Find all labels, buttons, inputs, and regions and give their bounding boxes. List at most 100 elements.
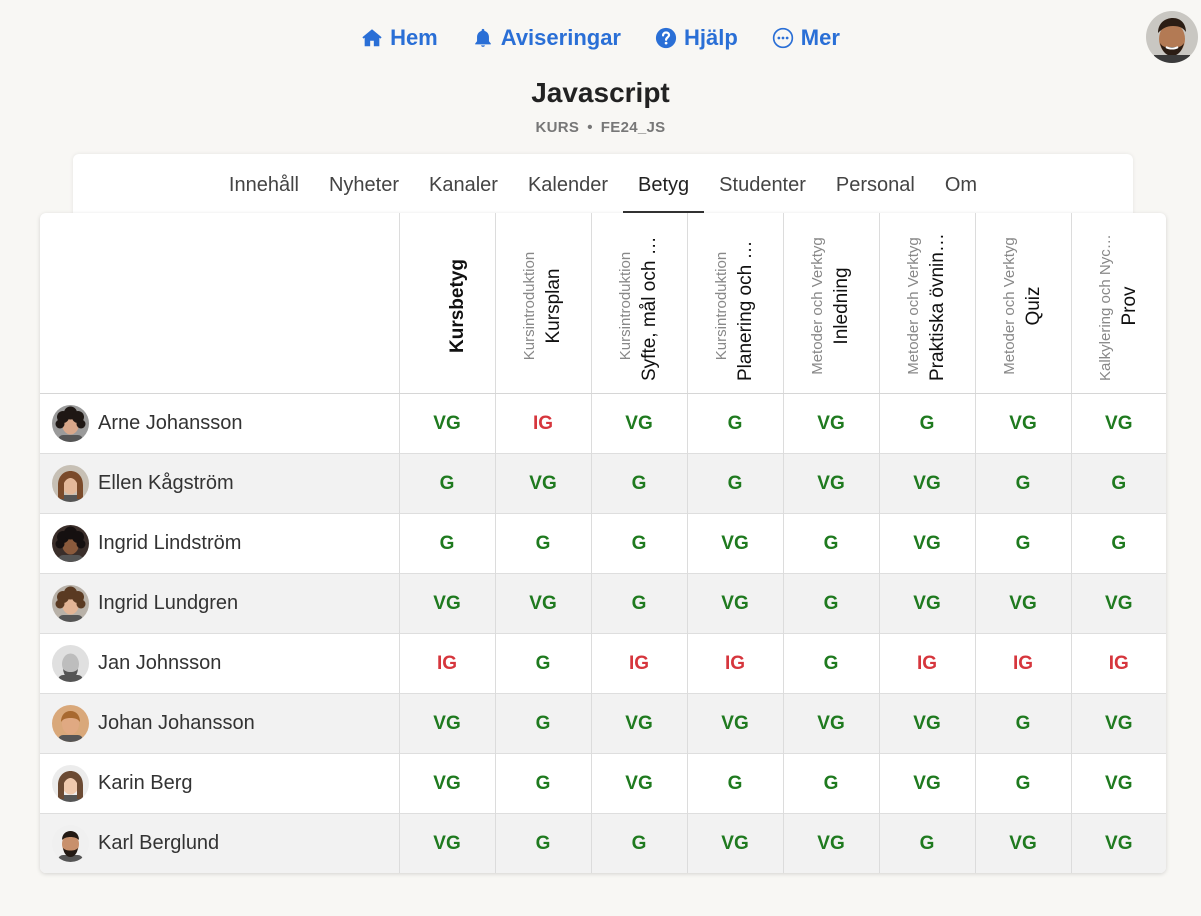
grade-cell[interactable]: VG [974,813,1071,873]
grade-cell[interactable]: G [974,453,1071,514]
column-header[interactable]: Metoder och Verktyg Inledning [782,213,879,394]
nav-more-link[interactable]: Mer [772,25,840,51]
grade-cell[interactable]: IG [686,633,783,694]
nav-help-link[interactable]: Hjälp [655,25,738,51]
nav-home-link[interactable]: Hem [361,25,438,51]
student-avatar [52,525,89,562]
student-link[interactable]: Ingrid Lundgren [40,585,399,622]
grade-cell[interactable]: G [494,753,591,814]
grade-cell[interactable]: VG [590,393,687,454]
grade-cell[interactable]: VG [686,573,783,634]
grade-cell[interactable]: G [590,813,687,873]
grade-cell[interactable]: VG [590,753,687,814]
grade-cell[interactable]: VG [782,813,879,873]
tab-kalender[interactable]: Kalender [527,173,609,196]
grade-cell[interactable]: G [782,513,879,574]
student-cell: Karin Berg [40,753,399,814]
student-link[interactable]: Arne Johansson [40,405,399,442]
column-category: Kursintroduktion [521,251,538,361]
student-link[interactable]: Karin Berg [40,765,399,802]
grade-cell[interactable]: G [974,693,1071,754]
nav-notifications-link[interactable]: Aviseringar [472,25,621,51]
grade-cell[interactable]: G [398,513,495,574]
grade-cell[interactable]: G [590,453,687,514]
grade-cell[interactable]: G [494,633,591,694]
column-header[interactable]: Kursintroduktion Kursplan [494,213,591,394]
grade-cell[interactable]: VG [782,453,879,514]
column-header[interactable]: Kursbetyg [398,213,495,394]
grade-cell[interactable]: VG [1070,573,1166,634]
grade-cell[interactable]: VG [494,453,591,514]
grade-cell[interactable]: VG [1070,753,1166,814]
grade-cell[interactable]: VG [686,513,783,574]
tab-personal[interactable]: Personal [835,173,915,196]
student-link[interactable]: Ellen Kågström [40,465,399,502]
grade-cell[interactable]: VG [398,753,495,814]
grade-cell[interactable]: G [782,573,879,634]
grade-cell[interactable]: VG [878,513,975,574]
student-link[interactable]: Jan Johnsson [40,645,399,682]
grade-cell[interactable]: G [590,573,687,634]
grade-cell[interactable]: G [494,513,591,574]
grade-cell[interactable]: G [686,753,783,814]
grade-cell[interactable]: VG [398,573,495,634]
grade-cell[interactable]: IG [590,633,687,694]
grade-cell[interactable]: VG [686,693,783,754]
grade-cell[interactable]: G [398,453,495,514]
grade-cell[interactable]: G [974,513,1071,574]
grade-cell[interactable]: G [974,753,1071,814]
grade-cell[interactable]: G [878,393,975,454]
grade-cell[interactable]: IG [974,633,1071,694]
column-header[interactable]: Kursintroduktion Planering och upplägg [686,213,783,394]
course-code: FE24_JS [600,119,666,136]
grade-cell[interactable]: G [782,633,879,694]
column-name: Kursplan [543,268,564,344]
grade-cell[interactable]: VG [878,693,975,754]
grade-cell[interactable]: VG [590,693,687,754]
student-link[interactable]: Johan Johansson [40,705,399,742]
grade-cell[interactable]: VG [494,573,591,634]
grade-cell[interactable]: IG [398,633,495,694]
grade-cell[interactable]: VG [398,393,495,454]
tab-nyheter[interactable]: Nyheter [328,173,400,196]
grade-cell[interactable]: G [686,393,783,454]
grade-cell[interactable]: G [686,453,783,514]
grade-cell[interactable]: VG [686,813,783,873]
grade-cell[interactable]: VG [1070,813,1166,873]
grade-cell[interactable]: G [1070,513,1166,574]
column-category: Kalkylering och Nyckeltal [1097,231,1114,381]
column-header[interactable]: Kalkylering och Nyckeltal Prov [1070,213,1166,394]
grade-cell[interactable]: VG [878,753,975,814]
grade-cell[interactable]: VG [878,573,975,634]
grade-cell[interactable]: VG [398,693,495,754]
column-header[interactable]: Kursintroduktion Syfte, mål och metod [590,213,687,394]
grade-cell[interactable]: VG [878,453,975,514]
tab-innehall[interactable]: Innehåll [228,173,299,196]
user-avatar[interactable] [1146,11,1198,63]
grade-cell[interactable]: VG [398,813,495,873]
grade-cell[interactable]: VG [1070,393,1166,454]
tab-kanaler[interactable]: Kanaler [429,173,498,196]
grade-cell[interactable]: G [878,813,975,873]
grade-cell[interactable]: IG [878,633,975,694]
grade-cell[interactable]: IG [494,393,591,454]
grade-cell[interactable]: VG [782,393,879,454]
table-header-row: Kursbetyg Kursintroduktion Kursplan Kursi… [40,213,1166,394]
tab-studenter[interactable]: Studenter [719,173,806,196]
grade-cell[interactable]: G [1070,453,1166,514]
student-link[interactable]: Ingrid Lindström [40,525,399,562]
grade-cell[interactable]: G [782,753,879,814]
column-header[interactable]: Metoder och Verktyg Quiz [974,213,1071,394]
student-link[interactable]: Karl Berglund [40,825,399,863]
grade-cell[interactable]: G [494,693,591,754]
grade-cell[interactable]: VG [974,573,1071,634]
tab-om[interactable]: Om [944,173,978,196]
tab-betyg[interactable]: Betyg [623,156,705,214]
grade-cell[interactable]: IG [1070,633,1166,694]
column-header[interactable]: Metoder och Verktyg Praktiska övningar [878,213,975,394]
grade-cell[interactable]: VG [782,693,879,754]
grade-cell[interactable]: VG [974,393,1071,454]
grade-cell[interactable]: G [494,813,591,873]
grade-cell[interactable]: VG [1070,693,1166,754]
grade-cell[interactable]: G [590,513,687,574]
